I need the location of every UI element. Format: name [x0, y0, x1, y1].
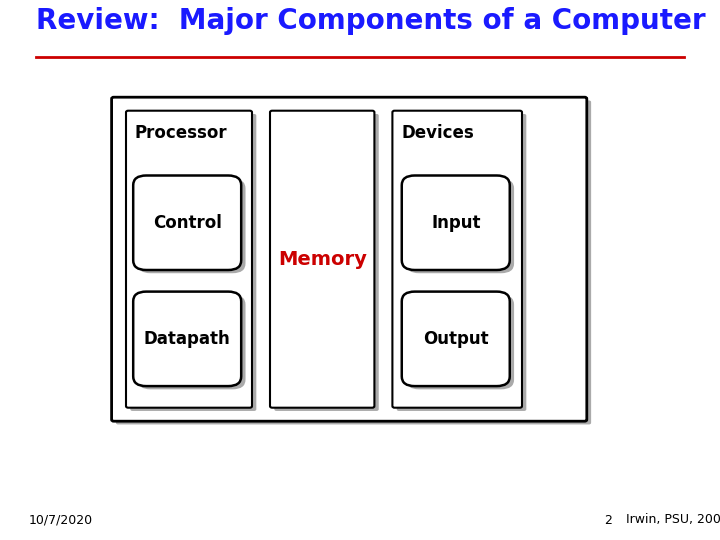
- Text: Input: Input: [431, 214, 480, 232]
- Text: Processor: Processor: [135, 124, 228, 142]
- Text: Memory: Memory: [278, 249, 366, 269]
- FancyBboxPatch shape: [406, 295, 514, 389]
- FancyBboxPatch shape: [397, 114, 526, 411]
- Text: Control: Control: [153, 214, 222, 232]
- FancyBboxPatch shape: [406, 179, 514, 273]
- Text: 2: 2: [605, 514, 612, 526]
- FancyBboxPatch shape: [402, 176, 510, 270]
- FancyBboxPatch shape: [133, 176, 241, 270]
- FancyBboxPatch shape: [138, 179, 246, 273]
- FancyBboxPatch shape: [270, 111, 374, 408]
- FancyBboxPatch shape: [274, 114, 379, 411]
- Text: Irwin, PSU, 2005: Irwin, PSU, 2005: [626, 514, 720, 526]
- FancyBboxPatch shape: [392, 111, 522, 408]
- Text: Devices: Devices: [401, 124, 474, 142]
- FancyBboxPatch shape: [130, 114, 256, 411]
- FancyBboxPatch shape: [138, 295, 246, 389]
- Text: Output: Output: [423, 330, 489, 348]
- FancyBboxPatch shape: [116, 100, 591, 424]
- FancyBboxPatch shape: [133, 292, 241, 386]
- Text: 10/7/2020: 10/7/2020: [29, 514, 93, 526]
- Text: Datapath: Datapath: [144, 330, 230, 348]
- Text: Review:  Major Components of a Computer: Review: Major Components of a Computer: [36, 7, 706, 35]
- FancyBboxPatch shape: [126, 111, 252, 408]
- FancyBboxPatch shape: [112, 97, 587, 421]
- FancyBboxPatch shape: [402, 292, 510, 386]
